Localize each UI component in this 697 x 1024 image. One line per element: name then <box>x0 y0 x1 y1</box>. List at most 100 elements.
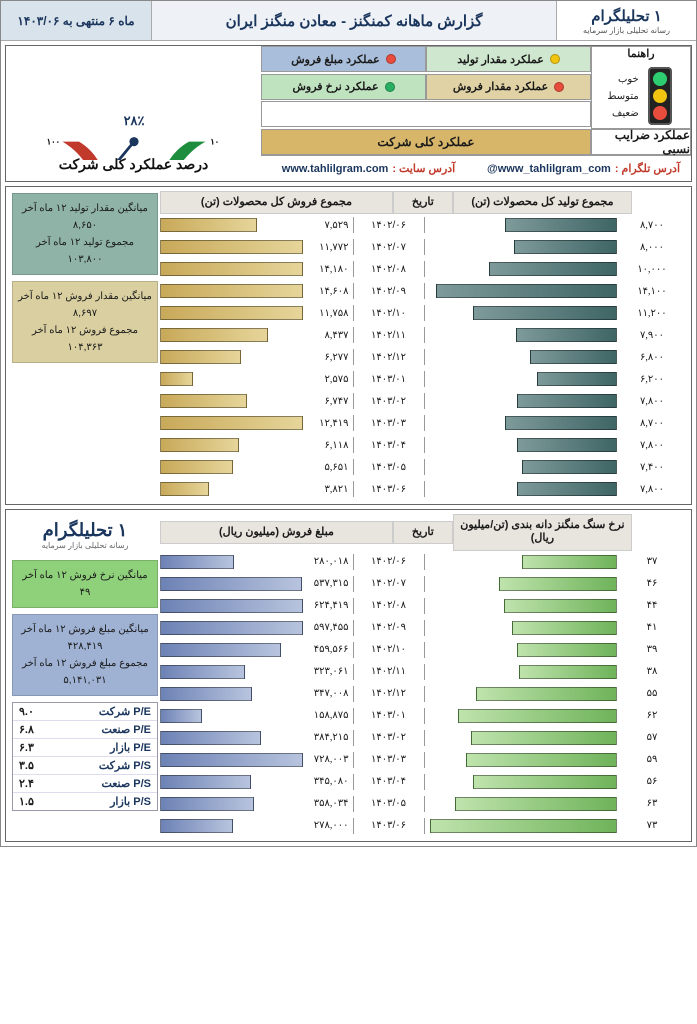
legend-item-3: عملکرد نرخ فروش <box>261 74 426 100</box>
chart-row: ۵۷۱۴۰۳/۰۲۳۸۴,۲۱۵ <box>160 727 687 749</box>
chart-row: ۱۰,۰۰۰۱۴۰۲/۰۸۱۴,۱۸۰ <box>160 258 687 280</box>
panel2-right-head: مبلغ فروش (میلیون ریال) <box>160 521 393 544</box>
panel1-infobox-1: میانگین مقدار تولید ۱۲ ماه آخر۸,۶۵۰مجموع… <box>12 193 158 275</box>
date-cell: ۱۴۰۳/۰۳ <box>354 418 424 429</box>
lamp-red <box>653 106 667 120</box>
legend-gauge-block: راهنما خوب متوسط ضعیف <box>5 45 692 182</box>
date-cell: ۱۴۰۲/۱۰ <box>354 644 424 655</box>
value-left: ۵۵ <box>617 688 687 699</box>
panel1-head: مجموع تولید کل محصولات (تن) تاریخ مجموع … <box>160 191 687 214</box>
value-right: ۱۲,۴۱۹ <box>319 415 348 431</box>
panel2-infobox-2: میانگین مبلغ فروش ۱۲ ماه آخر۴۲۸,۴۱۹مجموع… <box>12 614 158 696</box>
value-left: ۷,۸۰۰ <box>617 396 687 407</box>
date-cell: ۱۴۰۳/۰۴ <box>354 776 424 787</box>
gauge-caption: درصد عملکرد کلی شرکت <box>59 156 209 173</box>
date-cell: ۱۴۰۳/۰۱ <box>354 374 424 385</box>
value-left: ۶,۲۰۰ <box>617 374 687 385</box>
dot-0 <box>550 54 560 64</box>
value-right: ۶,۷۴۷ <box>325 393 349 409</box>
value-right: ۲,۵۷۵ <box>325 371 349 387</box>
legend-item-2: عملکرد مقدار فروش <box>426 74 591 100</box>
value-right: ۳۵۸,۰۳۴ <box>314 796 349 812</box>
value-left: ۵۶ <box>617 776 687 787</box>
ratios-table: P/E شرکت۹.۰P/E صنعت۶.۸P/E بازار۶.۳P/S شر… <box>12 702 158 811</box>
panel1-charts: مجموع تولید کل محصولات (تن) تاریخ مجموع … <box>160 191 687 500</box>
value-right: ۳۴۷,۰۰۸ <box>314 686 349 702</box>
legend-good: خوب <box>607 74 638 85</box>
lamp-green <box>653 72 667 86</box>
chart-row: ۶,۸۰۰۱۴۰۲/۱۲۶,۲۷۷ <box>160 346 687 368</box>
date-cell: ۱۴۰۲/۰۸ <box>354 600 424 611</box>
value-right: ۳۲۳,۰۶۱ <box>314 664 349 680</box>
legend-mid: متوسط <box>607 91 638 102</box>
date-cell: ۱۴۰۲/۰۷ <box>354 578 424 589</box>
traffic-light-cell: راهنما خوب متوسط ضعیف <box>591 46 691 129</box>
value-right: ۱۱,۷۷۲ <box>319 239 348 255</box>
date-cell: ۱۴۰۲/۱۰ <box>354 308 424 319</box>
panel2-head: نرخ سنگ منگنز دانه بندی (تن/میلیون ریال)… <box>160 514 687 550</box>
chart-row: ۸,۰۰۰ ۱۴۰۲/۰۷ ۱۱,۷۷۲ <box>160 236 687 258</box>
gauge-side: ۱۰۰۹۰۸۰۷۰۶۰۵۰۴۰۳۰۲۰۱۰۲۸٪ درصد عملکرد کلی… <box>6 46 261 181</box>
brand-name: ۱ تحلیلگرام <box>591 7 662 25</box>
svg-text:۱۰۰: ۱۰۰ <box>46 137 59 146</box>
date-cell: ۱۴۰۲/۰۸ <box>354 264 424 275</box>
value-right: ۷۲۸,۰۰۳ <box>314 752 349 768</box>
date-cell: ۱۴۰۳/۰۶ <box>354 484 424 495</box>
value-right: ۳,۸۲۱ <box>325 481 349 497</box>
value-left: ۸,۷۰۰ <box>617 418 687 429</box>
legend-grid: راهنما خوب متوسط ضعیف <box>261 46 691 129</box>
value-left: ۷,۹۰۰ <box>617 330 687 341</box>
date-cell: ۱۴۰۲/۰۷ <box>354 242 424 253</box>
panel1-infobox-2: میانگین مقدار فروش ۱۲ ماه آخر۸,۶۹۷مجموع … <box>12 281 158 363</box>
dot-3 <box>385 82 395 92</box>
date-cell: ۱۴۰۳/۰۲ <box>354 396 424 407</box>
panel2-left-head: نرخ سنگ منگنز دانه بندی (تن/میلیون ریال) <box>453 514 632 550</box>
panel2-brand: ۱ تحلیلگرام رسانه تحلیلی بازار سرمایه <box>12 516 158 554</box>
dot-2 <box>554 82 564 92</box>
value-right: ۳۸۴,۲۱۵ <box>314 730 349 746</box>
date-cell: ۱۴۰۲/۱۲ <box>354 352 424 363</box>
value-right: ۷,۵۲۹ <box>325 217 349 233</box>
brand-tagline: رسانه تحلیلی بازار سرمایه <box>583 26 670 35</box>
legend-item-1: عملکرد مبلغ فروش <box>261 46 426 72</box>
date-cell: ۱۴۰۲/۰۹ <box>354 286 424 297</box>
chart-row: ۷۳۱۴۰۳/۰۶۲۷۸,۰۰۰ <box>160 815 687 837</box>
value-left: ۵۷ <box>617 732 687 743</box>
telegram-link[interactable]: آدرس تلگرام :@www_tahlilgram_com <box>476 156 691 181</box>
svg-text:۱۰: ۱۰ <box>210 137 219 146</box>
chart-row: ۳۸۱۴۰۲/۱۱۳۲۳,۰۶۱ <box>160 661 687 683</box>
value-right: ۱۴,۶۰۸ <box>319 283 348 299</box>
brand-logo: ۱ تحلیلگرام رسانه تحلیلی بازار سرمایه <box>556 1 696 40</box>
date-cell: ۱۴۰۲/۰۶ <box>354 556 424 567</box>
panel-production-sales-qty: مجموع تولید کل محصولات (تن) تاریخ مجموع … <box>5 186 692 505</box>
value-left: ۴۶ <box>617 578 687 589</box>
value-left: ۷۳ <box>617 820 687 831</box>
ratio-row: P/E بازار۶.۳ <box>13 738 157 756</box>
date-cell: ۱۴۰۳/۰۵ <box>354 462 424 473</box>
panel-revenue-rate: نرخ سنگ منگنز دانه بندی (تن/میلیون ریال)… <box>5 509 692 841</box>
value-right: ۱۱,۷۵۸ <box>319 305 348 321</box>
value-left: ۷,۸۰۰ <box>617 484 687 495</box>
panel2-rows: ۳۷۱۴۰۲/۰۶۲۸۰,۰۱۸۴۶۱۴۰۲/۰۷۵۳۷,۳۱۵۴۴۱۴۰۲/۰… <box>160 551 687 837</box>
value-left: ۷,۴۰۰ <box>617 462 687 473</box>
header-bar: ۱ تحلیلگرام رسانه تحلیلی بازار سرمایه گز… <box>1 1 696 41</box>
lamp-yellow <box>653 89 667 103</box>
date-cell: ۱۴۰۲/۰۶ <box>354 220 424 231</box>
brand-one: ۱ <box>654 8 662 25</box>
value-left: ۱۰,۰۰۰ <box>617 264 687 275</box>
legend-item-0: عملکرد مقدار تولید <box>426 46 591 72</box>
gauge-chart: ۱۰۰۹۰۸۰۷۰۶۰۵۰۴۰۳۰۲۰۱۰۲۸٪ <box>34 50 234 160</box>
value-left: ۳۷ <box>617 556 687 567</box>
date-cell: ۱۴۰۲/۱۱ <box>354 330 424 341</box>
date-cell: ۱۴۰۳/۰۱ <box>354 710 424 721</box>
value-right: ۶۲۴,۴۱۹ <box>314 598 349 614</box>
website-link[interactable]: آدرس سایت :www.tahlilgram.com <box>261 156 476 181</box>
value-right: ۳۴۵,۰۸۰ <box>314 774 349 790</box>
value-left: ۸,۰۰۰ <box>617 242 687 253</box>
overall-perf-label: عملکرد کلی شرکت <box>261 129 591 155</box>
ratio-row: P/S صنعت۲.۴ <box>13 774 157 792</box>
chart-row: ۳۷۱۴۰۲/۰۶۲۸۰,۰۱۸ <box>160 551 687 573</box>
date-cell: ۱۴۰۳/۰۵ <box>354 798 424 809</box>
value-left: ۷,۸۰۰ <box>617 440 687 451</box>
panel1-side: میانگین مقدار تولید ۱۲ ماه آخر۸,۶۵۰مجموع… <box>10 191 160 500</box>
